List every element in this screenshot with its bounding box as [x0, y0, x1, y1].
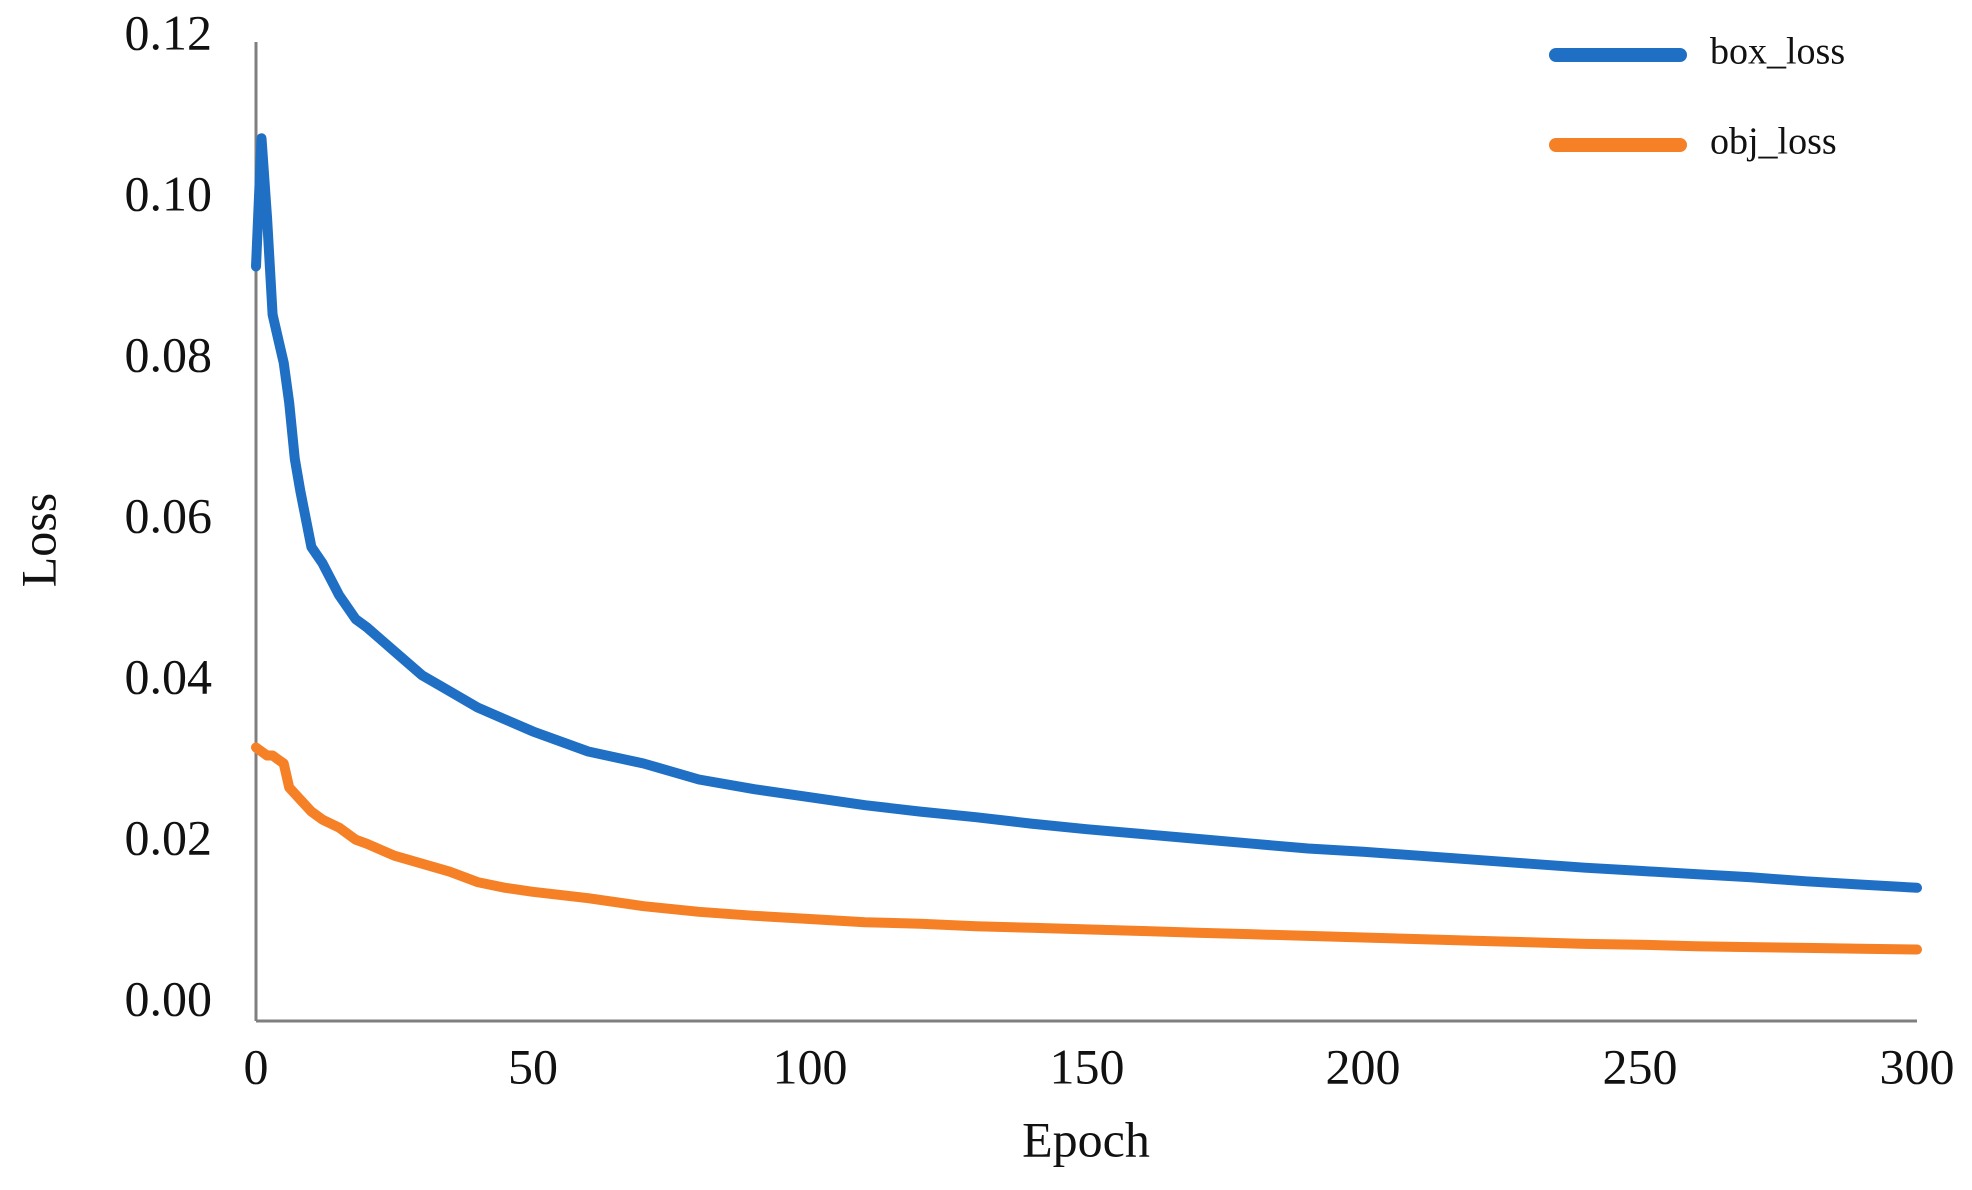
series-line-box-loss — [251, 133, 1922, 893]
y-tick-label: 0.02 — [125, 809, 213, 865]
y-axis-title: Loss — [10, 493, 66, 587]
x-tick-label: 200 — [1326, 1038, 1401, 1094]
y-tick-label: 0.12 — [125, 4, 213, 60]
x-tick-label: 150 — [1050, 1038, 1125, 1094]
x-axis-title: Epoch — [1022, 1111, 1150, 1167]
y-tick-label: 0.10 — [125, 165, 213, 221]
legend-label-obj-loss: obj_loss — [1710, 121, 1837, 163]
y-tick-labels: 0.00 0.02 0.04 0.06 0.08 0.10 0.12 — [125, 4, 213, 1026]
legend-label-box-loss: box_loss — [1710, 31, 1845, 73]
y-tick-label: 0.00 — [125, 970, 213, 1026]
series-layer — [251, 133, 1922, 955]
y-tick-label: 0.04 — [125, 648, 213, 704]
series-line-obj-loss — [251, 742, 1922, 955]
x-tick-labels: 0 50 100 150 200 250 300 — [244, 1038, 1955, 1094]
x-tick-label: 300 — [1880, 1038, 1955, 1094]
x-tick-label: 250 — [1603, 1038, 1678, 1094]
y-tick-label: 0.06 — [125, 487, 213, 543]
x-tick-label: 0 — [244, 1038, 269, 1094]
legend: box_loss obj_loss — [1549, 31, 1845, 163]
x-tick-label: 50 — [508, 1038, 558, 1094]
x-tick-label: 100 — [773, 1038, 848, 1094]
y-tick-label: 0.08 — [125, 326, 213, 382]
